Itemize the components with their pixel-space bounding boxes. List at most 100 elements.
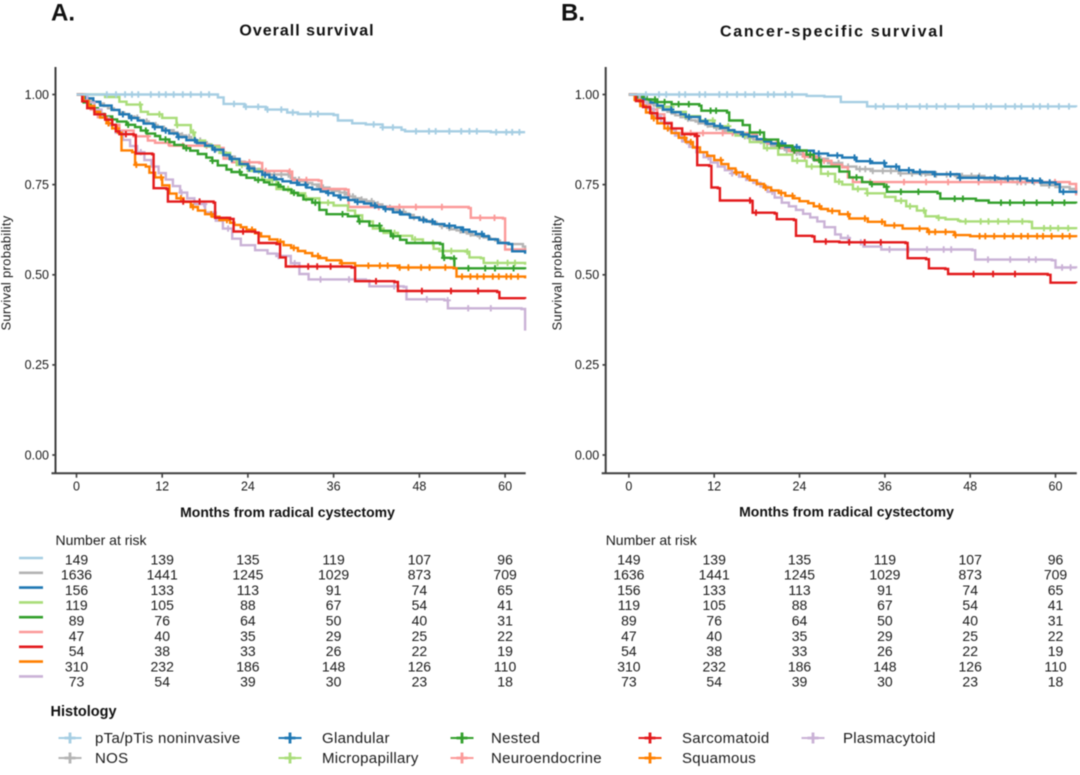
svg-text:232: 232 [151, 658, 175, 674]
svg-text:91: 91 [326, 582, 342, 598]
svg-text:Months from radical cystectomy: Months from radical cystectomy [739, 504, 954, 520]
svg-text:47: 47 [621, 628, 637, 644]
svg-text:18: 18 [1048, 674, 1064, 690]
svg-text:133: 133 [703, 582, 727, 598]
svg-text:1.00: 1.00 [25, 88, 49, 102]
svg-text:24: 24 [793, 480, 807, 494]
svg-text:156: 156 [65, 582, 89, 598]
svg-text:Overall survival: Overall survival [239, 23, 374, 40]
svg-text:126: 126 [959, 658, 983, 674]
svg-text:Histology: Histology [51, 704, 117, 720]
svg-text:119: 119 [618, 597, 641, 613]
svg-text:126: 126 [408, 658, 432, 674]
svg-text:65: 65 [497, 582, 513, 598]
svg-text:54: 54 [962, 597, 978, 613]
svg-text:1245: 1245 [784, 567, 815, 583]
svg-text:35: 35 [792, 628, 808, 644]
svg-text:110: 110 [1044, 658, 1067, 674]
svg-text:41: 41 [1048, 597, 1064, 613]
svg-text:88: 88 [792, 597, 808, 613]
svg-text:232: 232 [703, 658, 727, 674]
svg-text:33: 33 [792, 643, 808, 659]
svg-text:Number at risk: Number at risk [606, 532, 698, 548]
svg-text:22: 22 [962, 643, 978, 659]
svg-text:107: 107 [408, 551, 432, 567]
svg-text:0.00: 0.00 [575, 448, 599, 462]
svg-text:12: 12 [707, 480, 721, 494]
svg-text:29: 29 [877, 628, 893, 644]
svg-text:26: 26 [877, 643, 893, 659]
svg-text:709: 709 [493, 567, 517, 583]
svg-text:1441: 1441 [699, 567, 730, 583]
svg-text:148: 148 [322, 658, 346, 674]
svg-text:A.: A. [51, 0, 75, 27]
svg-text:60: 60 [1049, 480, 1063, 494]
svg-text:74: 74 [962, 582, 978, 598]
svg-text:186: 186 [236, 658, 260, 674]
svg-text:105: 105 [703, 597, 727, 613]
svg-text:76: 76 [154, 613, 170, 629]
svg-text:48: 48 [963, 480, 977, 494]
svg-text:12: 12 [155, 480, 169, 494]
svg-text:30: 30 [326, 674, 342, 690]
svg-text:148: 148 [873, 658, 897, 674]
svg-text:Nested: Nested [491, 730, 540, 747]
svg-text:0: 0 [625, 480, 632, 494]
svg-text:1636: 1636 [61, 567, 92, 583]
svg-text:149: 149 [65, 551, 89, 567]
svg-text:96: 96 [1048, 551, 1064, 567]
svg-text:54: 54 [154, 674, 170, 690]
svg-text:Months from radical cystectomy: Months from radical cystectomy [180, 504, 395, 520]
svg-text:30: 30 [877, 674, 893, 690]
svg-text:Micropapillary: Micropapillary [322, 750, 419, 767]
svg-text:119: 119 [874, 551, 897, 567]
svg-text:89: 89 [621, 613, 637, 629]
svg-text:Squamous: Squamous [682, 750, 756, 767]
svg-text:91: 91 [877, 582, 893, 598]
svg-text:1441: 1441 [147, 567, 178, 583]
svg-text:149: 149 [617, 551, 641, 567]
svg-text:23: 23 [962, 674, 978, 690]
svg-text:25: 25 [962, 628, 978, 644]
svg-text:36: 36 [878, 480, 892, 494]
svg-text:24: 24 [241, 480, 255, 494]
svg-text:65: 65 [1048, 582, 1064, 598]
svg-text:310: 310 [65, 658, 89, 674]
svg-text:89: 89 [69, 613, 85, 629]
svg-text:709: 709 [1044, 567, 1068, 583]
svg-text:39: 39 [240, 674, 256, 690]
svg-text:873: 873 [959, 567, 983, 583]
svg-text:107: 107 [959, 551, 983, 567]
svg-text:119: 119 [65, 597, 88, 613]
svg-text:41: 41 [497, 597, 513, 613]
svg-text:0.50: 0.50 [25, 268, 49, 282]
svg-text:110: 110 [494, 658, 517, 674]
svg-text:0.75: 0.75 [25, 178, 49, 192]
svg-text:47: 47 [69, 628, 85, 644]
svg-text:22: 22 [1048, 628, 1064, 644]
svg-text:Survival probability: Survival probability [550, 215, 565, 330]
svg-text:40: 40 [154, 628, 170, 644]
svg-text:0: 0 [73, 480, 80, 494]
svg-text:33: 33 [240, 643, 256, 659]
svg-text:73: 73 [69, 674, 85, 690]
svg-text:25: 25 [412, 628, 428, 644]
svg-text:19: 19 [1048, 643, 1064, 659]
svg-text:22: 22 [497, 628, 513, 644]
svg-text:139: 139 [151, 551, 175, 567]
svg-text:0.25: 0.25 [575, 358, 599, 372]
svg-text:48: 48 [412, 480, 426, 494]
svg-text:88: 88 [240, 597, 256, 613]
svg-text:Sarcomatoid: Sarcomatoid [682, 730, 770, 747]
svg-text:38: 38 [154, 643, 170, 659]
svg-text:Plasmacytoid: Plasmacytoid [843, 730, 936, 747]
svg-text:67: 67 [326, 597, 342, 613]
svg-text:19: 19 [497, 643, 513, 659]
svg-text:0.25: 0.25 [25, 358, 49, 372]
svg-text:50: 50 [326, 613, 342, 629]
svg-text:NOS: NOS [95, 750, 128, 767]
svg-text:105: 105 [151, 597, 175, 613]
svg-text:54: 54 [706, 674, 722, 690]
svg-text:Number at risk: Number at risk [56, 532, 148, 548]
svg-text:40: 40 [706, 628, 722, 644]
